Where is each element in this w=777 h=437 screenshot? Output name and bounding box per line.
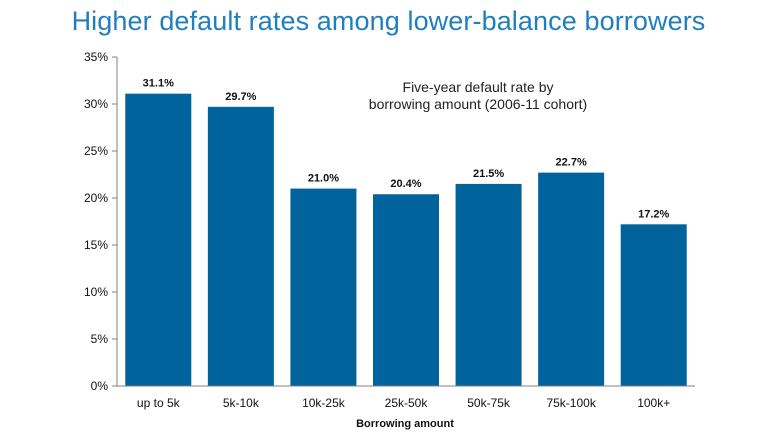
y-tick-label: 25%: [84, 144, 108, 158]
bar-value-label: 21.5%: [473, 168, 504, 180]
bar-value-label: 21.0%: [308, 173, 339, 185]
x-tick-label: 75k-100k: [546, 396, 596, 410]
bar-10k-25k: [290, 188, 357, 386]
bar-value-label: 20.4%: [390, 178, 421, 190]
y-tick-label: 5%: [91, 332, 109, 346]
bars: [125, 93, 687, 386]
y-tick-label: 15%: [84, 238, 108, 252]
chart-annotation-line-2: borrowing amount (2006-11 cohort): [369, 96, 587, 112]
bar-50k-75k: [455, 183, 522, 386]
bar-value-label: 17.2%: [638, 208, 669, 220]
bar-25k-50k: [373, 194, 439, 386]
y-axis-ticks: 0% 5% 10% 15% 20% 25% 30% 35%: [84, 50, 117, 393]
bar-value-label: 22.7%: [556, 157, 587, 169]
chart-annotation-line-1: Five-year default rate by: [403, 79, 554, 95]
bar-up-to-5k: [125, 93, 192, 386]
y-tick-label: 20%: [84, 191, 108, 205]
x-tick-label: 5k-10k: [223, 396, 260, 410]
x-axis-title: Borrowing amount: [356, 418, 454, 430]
y-tick-label: 35%: [84, 50, 108, 64]
x-tick-label: 50k-75k: [467, 396, 511, 410]
bar-5k-10k: [207, 106, 274, 386]
x-axis-tick-labels: up to 5k 5k-10k 10k-25k 25k-50k 50k-75k 75k-1…: [137, 396, 670, 410]
x-tick-label: up to 5k: [137, 396, 181, 410]
x-tick-label: 100k+: [637, 396, 670, 410]
y-tick-label: 10%: [84, 285, 108, 299]
bar-value-label: 31.1%: [143, 78, 174, 90]
bar-75k-100k: [538, 172, 605, 386]
bar-100k-: [620, 224, 687, 386]
axes: [116, 57, 695, 387]
x-tick-label: 10k-25k: [302, 396, 346, 410]
chart-title: Higher default rates among lower-balance…: [71, 6, 706, 36]
bar-value-labels: 31.1% 29.7% 21.0% 20.4% 21.5% 22.7% 17.2%: [143, 78, 670, 221]
y-tick-label: 0%: [91, 379, 109, 393]
y-tick-label: 30%: [84, 97, 108, 111]
bar-value-label: 29.7%: [225, 91, 256, 103]
x-tick-label: 25k-50k: [385, 396, 429, 410]
